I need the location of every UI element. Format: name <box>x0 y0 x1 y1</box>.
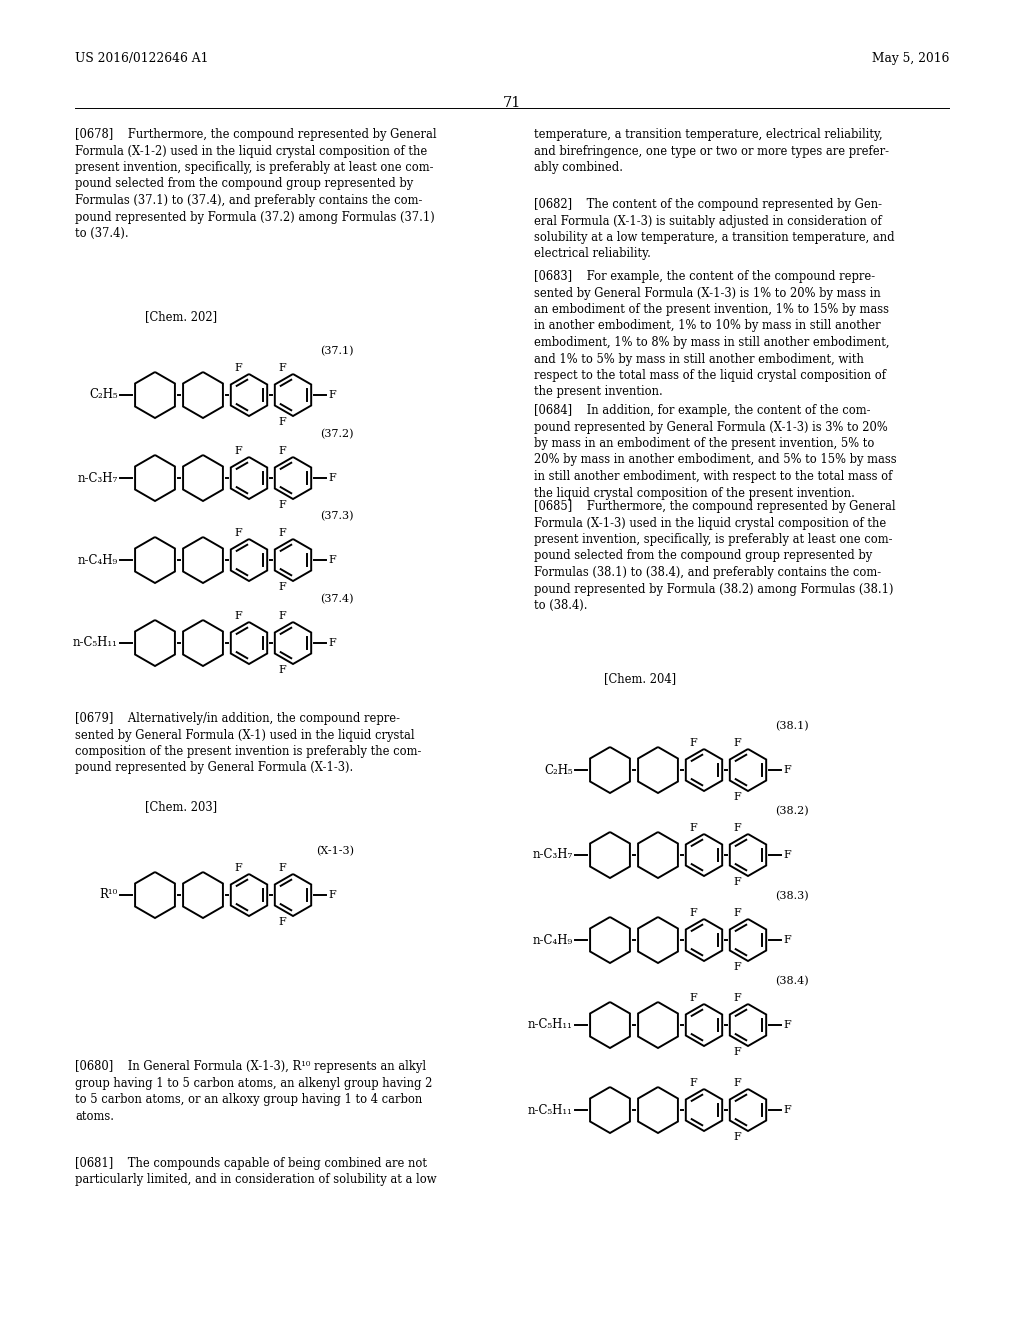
Text: F: F <box>328 389 336 400</box>
Text: F: F <box>733 878 741 887</box>
Text: (37.1): (37.1) <box>321 346 354 356</box>
Text: F: F <box>689 738 697 748</box>
Text: F: F <box>733 1047 741 1057</box>
Text: F: F <box>733 962 741 973</box>
Text: n-C₄H₉: n-C₄H₉ <box>532 933 573 946</box>
Text: F: F <box>783 1105 791 1115</box>
Text: F: F <box>279 863 287 873</box>
Text: F: F <box>279 582 287 593</box>
Text: [Chem. 204]: [Chem. 204] <box>604 672 676 685</box>
Text: F: F <box>279 417 287 428</box>
Text: F: F <box>689 908 697 917</box>
Text: F: F <box>783 850 791 861</box>
Text: (37.3): (37.3) <box>321 511 354 521</box>
Text: F: F <box>328 890 336 900</box>
Text: [0679]    Alternatively/in addition, the compound repre-
sented by General Formu: [0679] Alternatively/in addition, the co… <box>75 711 421 775</box>
Text: (38.3): (38.3) <box>775 891 809 902</box>
Text: C₂H₅: C₂H₅ <box>545 763 573 776</box>
Text: F: F <box>234 363 243 372</box>
Text: (38.2): (38.2) <box>775 805 809 816</box>
Text: [Chem. 202]: [Chem. 202] <box>145 310 217 323</box>
Text: F: F <box>279 363 287 372</box>
Text: F: F <box>783 766 791 775</box>
Text: F: F <box>279 917 287 927</box>
Text: n-C₃H₇: n-C₃H₇ <box>532 849 573 862</box>
Text: F: F <box>234 611 243 620</box>
Text: (37.2): (37.2) <box>321 429 354 440</box>
Text: [Chem. 203]: [Chem. 203] <box>145 800 217 813</box>
Text: F: F <box>733 908 741 917</box>
Text: (37.4): (37.4) <box>321 594 354 605</box>
Text: R¹⁰: R¹⁰ <box>99 888 118 902</box>
Text: n-C₅H₁₁: n-C₅H₁₁ <box>73 636 118 649</box>
Text: 71: 71 <box>503 96 521 110</box>
Text: n-C₅H₁₁: n-C₅H₁₁ <box>528 1019 573 1031</box>
Text: US 2016/0122646 A1: US 2016/0122646 A1 <box>75 51 208 65</box>
Text: [0684]    In addition, for example, the content of the com-
pound represented by: [0684] In addition, for example, the con… <box>534 404 897 499</box>
Text: temperature, a transition temperature, electrical reliability,
and birefringence: temperature, a transition temperature, e… <box>534 128 889 174</box>
Text: F: F <box>733 738 741 748</box>
Text: F: F <box>733 1133 741 1142</box>
Text: F: F <box>279 500 287 511</box>
Text: F: F <box>689 1078 697 1088</box>
Text: F: F <box>733 1078 741 1088</box>
Text: (38.1): (38.1) <box>775 721 809 731</box>
Text: n-C₄H₉: n-C₄H₉ <box>78 553 118 566</box>
Text: [0685]    Furthermore, the compound represented by General
Formula (X-1-3) used : [0685] Furthermore, the compound represe… <box>534 500 896 612</box>
Text: n-C₃H₇: n-C₃H₇ <box>78 471 118 484</box>
Text: [0681]    The compounds capable of being combined are not
particularly limited, : [0681] The compounds capable of being co… <box>75 1158 436 1187</box>
Text: F: F <box>783 1020 791 1030</box>
Text: F: F <box>234 863 243 873</box>
Text: F: F <box>689 993 697 1003</box>
Text: [0683]    For example, the content of the compound repre-
sented by General Form: [0683] For example, the content of the c… <box>534 271 890 399</box>
Text: May 5, 2016: May 5, 2016 <box>871 51 949 65</box>
Text: F: F <box>733 822 741 833</box>
Text: (X-1-3): (X-1-3) <box>316 846 354 855</box>
Text: F: F <box>328 638 336 648</box>
Text: [0682]    The content of the compound represented by Gen-
eral Formula (X-1-3) i: [0682] The content of the compound repre… <box>534 198 895 260</box>
Text: F: F <box>234 528 243 537</box>
Text: F: F <box>279 665 287 676</box>
Text: [0678]    Furthermore, the compound represented by General
Formula (X-1-2) used : [0678] Furthermore, the compound represe… <box>75 128 436 240</box>
Text: F: F <box>733 792 741 803</box>
Text: F: F <box>733 993 741 1003</box>
Text: F: F <box>689 822 697 833</box>
Text: F: F <box>328 554 336 565</box>
Text: F: F <box>279 611 287 620</box>
Text: F: F <box>279 528 287 537</box>
Text: F: F <box>234 446 243 455</box>
Text: (38.4): (38.4) <box>775 975 809 986</box>
Text: F: F <box>279 446 287 455</box>
Text: F: F <box>328 473 336 483</box>
Text: F: F <box>783 935 791 945</box>
Text: [0680]    In General Formula (X-1-3), R¹⁰ represents an alkyl
group having 1 to : [0680] In General Formula (X-1-3), R¹⁰ r… <box>75 1060 432 1122</box>
Text: n-C₅H₁₁: n-C₅H₁₁ <box>528 1104 573 1117</box>
Text: C₂H₅: C₂H₅ <box>89 388 118 401</box>
